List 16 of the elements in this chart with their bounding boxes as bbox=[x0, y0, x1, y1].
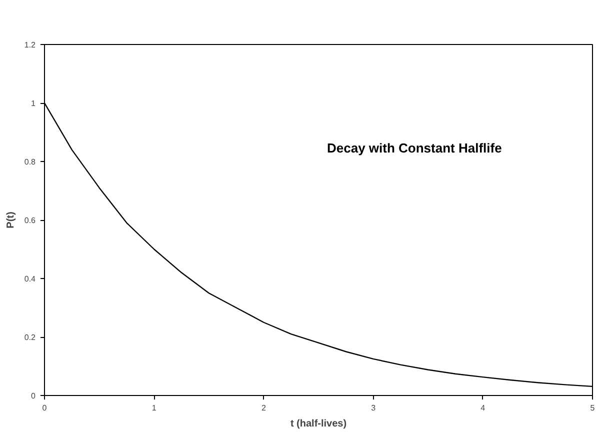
y-tick-label: 0 bbox=[31, 392, 36, 400]
x-axis-title: t (half-lives) bbox=[290, 418, 347, 430]
x-tick-label: 0 bbox=[42, 404, 48, 412]
y-tick-label: 1 bbox=[31, 99, 36, 108]
y-tick-label: 0.6 bbox=[24, 216, 36, 225]
text: Decay with Constant Halflife bbox=[326, 140, 502, 156]
x-tick-label: 1 bbox=[152, 404, 157, 412]
y-tick-label: 0.4 bbox=[24, 274, 36, 284]
y-tick-label: 1.2 bbox=[24, 40, 36, 50]
y-tick-label: 0.2 bbox=[24, 333, 36, 342]
y-axis-title: P(t) bbox=[5, 212, 16, 228]
x-tick-label: 4 bbox=[480, 404, 486, 412]
x-tick-label: 5 bbox=[590, 404, 596, 412]
x-tick-label: 2 bbox=[261, 404, 266, 412]
x-tick-label: 3 bbox=[371, 404, 376, 412]
y-tick-label: 0.8 bbox=[24, 158, 36, 166]
